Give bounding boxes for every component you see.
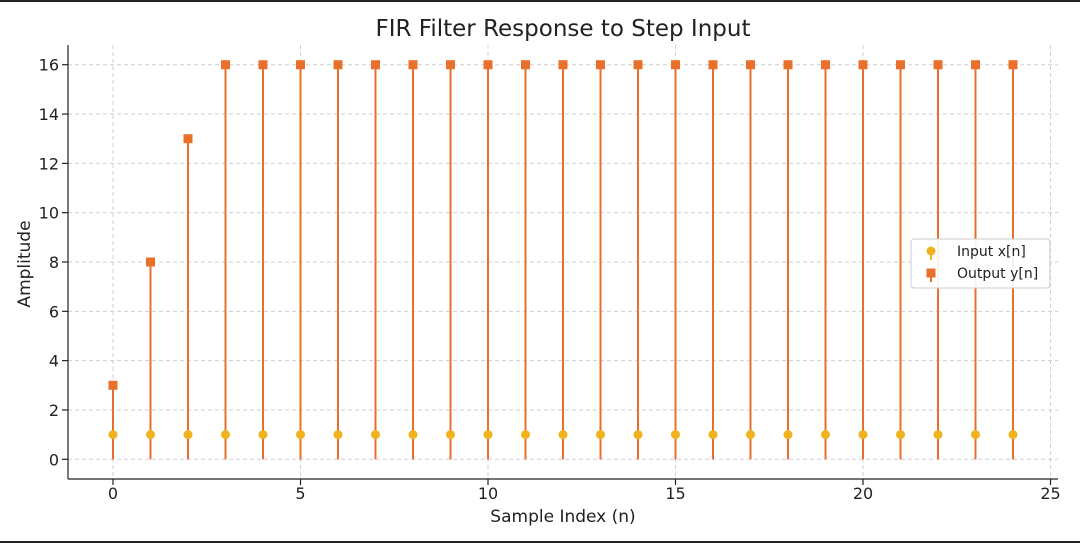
y-tick-label: 6 [49, 302, 59, 321]
input-marker [633, 430, 643, 440]
input-marker [896, 430, 905, 440]
x-tick-label: 20 [853, 484, 873, 503]
output-marker [371, 60, 380, 70]
input-marker [521, 430, 530, 440]
output-marker [858, 60, 868, 70]
input-marker [746, 430, 755, 440]
y-tick-label: 2 [49, 401, 59, 420]
y-tick-label: 14 [39, 105, 59, 124]
output-marker [258, 60, 268, 70]
input-marker [821, 430, 830, 440]
input-marker [708, 430, 718, 440]
input-marker [333, 430, 343, 440]
input-marker [971, 430, 980, 440]
input-marker [183, 430, 193, 440]
x-axis-title: Sample Index (n) [490, 507, 635, 527]
output-marker [521, 60, 530, 70]
output-marker [221, 60, 230, 70]
x-tick-label: 25 [1040, 484, 1060, 503]
y-axis-title: Amplitude [15, 220, 35, 307]
y-tick-label: 10 [39, 204, 59, 223]
output-marker [558, 60, 568, 70]
plot-area: 0 5 10 15 20 25 0 2 4 6 8 10 12 14 16 Input x[n] Output … [39, 45, 1061, 503]
output-marker [146, 257, 155, 267]
input-marker [596, 430, 605, 440]
input-markers [108, 430, 1018, 440]
legend-box [910, 238, 1051, 289]
input-marker [371, 430, 380, 440]
output-marker [896, 60, 905, 70]
output-marker [933, 60, 943, 70]
legend-label: Output y[n] [957, 266, 1038, 282]
output-marker [408, 60, 418, 70]
input-marker [146, 430, 155, 440]
chart-title: FIR Filter Response to Step Input [376, 16, 751, 42]
input-marker [933, 430, 943, 440]
legend-marker-input [926, 246, 936, 256]
output-markers [108, 60, 1018, 390]
output-marker [483, 60, 493, 70]
output-marker [183, 134, 193, 144]
y-tick-label: 8 [49, 253, 59, 272]
x-tick-label: 10 [478, 484, 498, 503]
output-marker [971, 60, 980, 70]
x-tick-label: 5 [295, 484, 305, 503]
legend-label: Input x[n] [957, 244, 1026, 260]
legend: Input x[n] Output y[n] [910, 238, 1051, 289]
legend-marker-output [926, 268, 936, 278]
output-marker [296, 60, 305, 70]
x-tick-label: 15 [665, 484, 685, 503]
input-marker [671, 430, 680, 440]
output-marker [708, 60, 718, 70]
output-marker [746, 60, 755, 70]
y-tick-label: 0 [49, 450, 59, 469]
input-marker [408, 430, 418, 440]
stem-lines [112, 64, 1014, 460]
input-marker [221, 430, 230, 440]
output-marker [333, 60, 343, 70]
input-marker [858, 430, 868, 440]
output-marker [1008, 60, 1018, 70]
output-marker [783, 60, 793, 70]
output-marker [446, 60, 455, 70]
output-marker [821, 60, 830, 70]
x-tick-label: 0 [108, 484, 118, 503]
input-marker [483, 430, 493, 440]
output-marker [108, 380, 118, 390]
input-marker [258, 430, 268, 440]
input-marker [783, 430, 793, 440]
input-marker [558, 430, 568, 440]
input-marker [1008, 430, 1018, 440]
input-marker [108, 430, 118, 440]
y-tick-label: 4 [49, 352, 59, 371]
output-marker [596, 60, 605, 70]
y-tick-label: 12 [39, 154, 59, 173]
input-marker [446, 430, 455, 440]
y-tick-label: 16 [39, 56, 59, 75]
output-marker [671, 60, 680, 70]
input-marker [296, 430, 305, 440]
output-marker [633, 60, 643, 70]
